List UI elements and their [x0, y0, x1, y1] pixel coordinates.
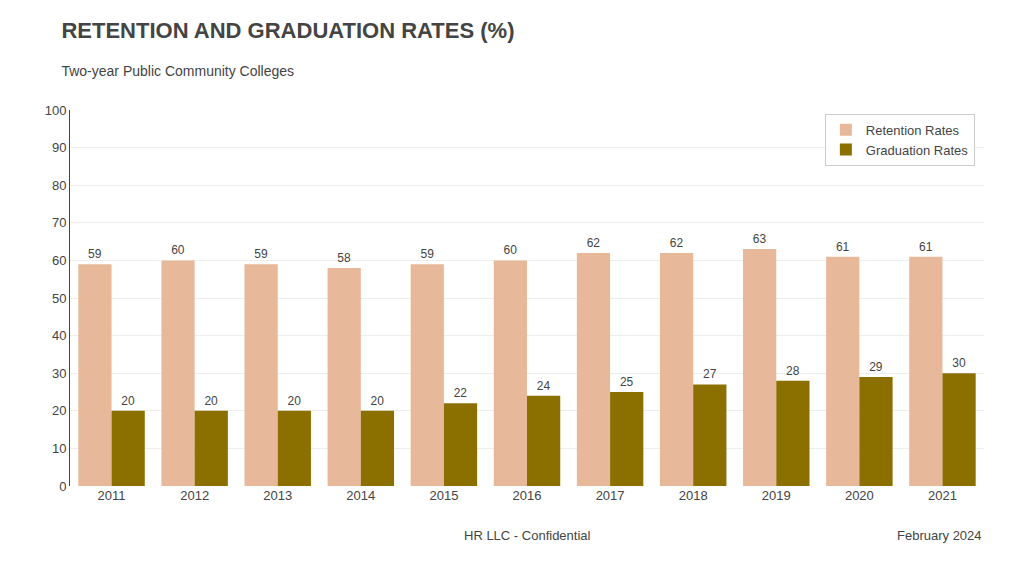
svg-text:25: 25: [620, 375, 634, 389]
svg-text:59: 59: [254, 247, 268, 261]
svg-text:90: 90: [52, 140, 66, 155]
svg-text:Retention Rates: Retention Rates: [866, 123, 960, 138]
svg-text:40: 40: [52, 328, 66, 343]
svg-text:59: 59: [88, 247, 102, 261]
svg-text:100: 100: [45, 103, 67, 118]
svg-text:RETENTION AND GRADUATION RATES: RETENTION AND GRADUATION RATES (%): [61, 18, 514, 43]
svg-text:62: 62: [587, 236, 601, 250]
svg-text:30: 30: [952, 356, 966, 370]
svg-text:2011: 2011: [98, 488, 126, 503]
svg-text:62: 62: [670, 236, 684, 250]
svg-text:29: 29: [869, 360, 883, 374]
svg-text:Two-year Public Community Coll: Two-year Public Community Colleges: [61, 63, 294, 79]
svg-text:61: 61: [836, 240, 850, 254]
svg-text:20: 20: [52, 403, 66, 418]
svg-text:10: 10: [52, 441, 66, 456]
svg-text:59: 59: [420, 247, 434, 261]
svg-text:58: 58: [337, 251, 351, 265]
svg-text:2016: 2016: [513, 488, 542, 503]
svg-text:2020: 2020: [845, 488, 874, 503]
svg-text:20: 20: [121, 394, 135, 408]
svg-text:20: 20: [371, 394, 385, 408]
svg-text:60: 60: [52, 253, 66, 268]
svg-text:22: 22: [454, 386, 468, 400]
svg-text:HR LLC - Confidential: HR LLC - Confidential: [464, 528, 591, 543]
svg-text:27: 27: [703, 367, 717, 381]
svg-text:2018: 2018: [679, 488, 708, 503]
svg-text:63: 63: [753, 232, 767, 246]
svg-text:60: 60: [171, 243, 185, 257]
svg-text:60: 60: [504, 243, 518, 257]
svg-text:February 2024: February 2024: [897, 528, 982, 543]
svg-text:2014: 2014: [346, 488, 375, 503]
svg-text:2012: 2012: [180, 488, 209, 503]
svg-text:24: 24: [537, 379, 551, 393]
svg-text:61: 61: [919, 240, 933, 254]
svg-text:2019: 2019: [762, 488, 791, 503]
svg-text:Graduation Rates: Graduation Rates: [866, 143, 968, 158]
svg-text:2013: 2013: [263, 488, 292, 503]
svg-text:80: 80: [52, 178, 66, 193]
svg-text:0: 0: [59, 479, 66, 494]
svg-text:30: 30: [52, 366, 66, 381]
svg-text:2015: 2015: [429, 488, 458, 503]
svg-text:2021: 2021: [928, 488, 957, 503]
svg-text:20: 20: [204, 394, 218, 408]
svg-text:28: 28: [786, 364, 800, 378]
svg-text:70: 70: [52, 215, 66, 230]
svg-text:20: 20: [288, 394, 302, 408]
svg-text:50: 50: [52, 291, 66, 306]
svg-text:2017: 2017: [596, 488, 625, 503]
